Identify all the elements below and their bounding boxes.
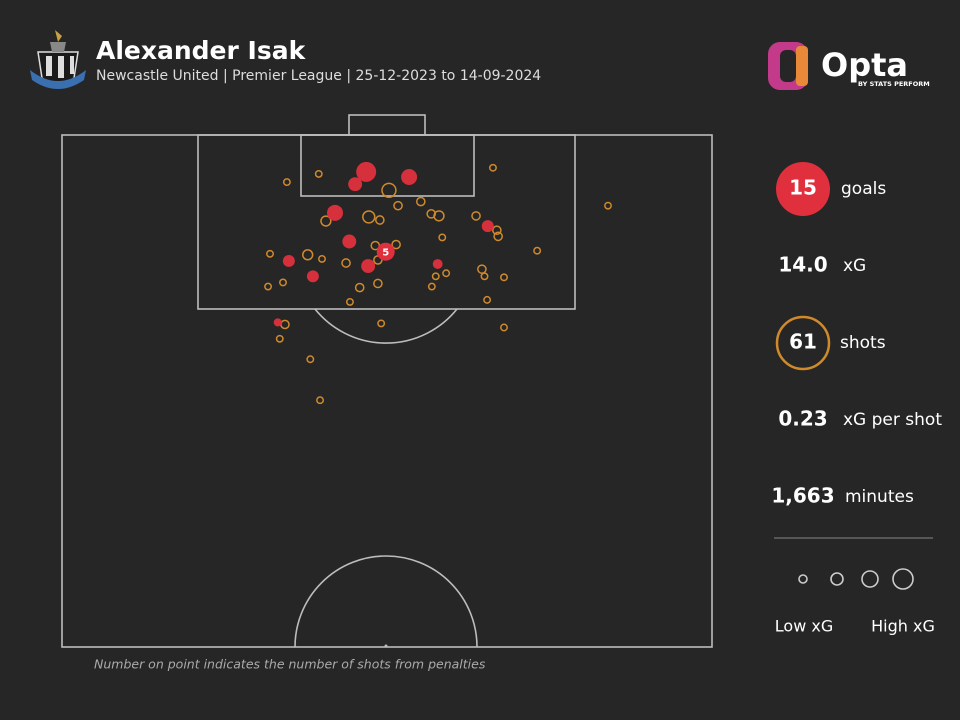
shots-value: 61	[789, 330, 817, 354]
shot-point	[381, 182, 397, 198]
shot-point	[433, 210, 445, 222]
title: Alexander Isak	[96, 36, 307, 65]
shot-point	[354, 282, 365, 293]
goal-point	[432, 259, 443, 269]
brand-name: Opta	[821, 46, 908, 84]
shot-point	[375, 215, 385, 225]
goal-point	[481, 220, 494, 233]
shots-badge	[775, 315, 831, 371]
shot-point	[391, 239, 401, 250]
shot-point	[264, 282, 272, 291]
shot-point	[500, 323, 508, 332]
shot-point	[282, 178, 291, 187]
shot-point	[346, 297, 354, 306]
xg-per-shot-label: xG per shot	[843, 410, 942, 430]
shot-point	[302, 249, 314, 261]
goals-label: goals	[841, 179, 886, 199]
goal-point	[356, 161, 377, 182]
shot-point	[438, 233, 447, 242]
brand-tagline: BY STATS PERFORM	[858, 80, 930, 88]
goal-point	[342, 234, 357, 249]
shot-point	[362, 210, 376, 224]
shot-point	[483, 295, 492, 304]
goal-point	[348, 177, 363, 192]
goal-point	[327, 204, 343, 221]
shot-point	[442, 269, 451, 278]
subtitle: Newcastle United | Premier League | 25-1…	[96, 68, 541, 84]
xg-value: 14.0	[778, 253, 827, 277]
shot-point	[492, 225, 502, 236]
shot-point	[377, 319, 386, 328]
shot-point	[533, 246, 542, 255]
size-legend-low: Low xG	[775, 617, 833, 636]
shot-point	[314, 169, 323, 178]
size-legend-high: High xG	[871, 617, 935, 636]
shot-point	[480, 272, 489, 281]
shot-point	[320, 215, 332, 227]
penalty-count: 5	[382, 248, 389, 259]
size-legend	[798, 568, 914, 590]
shots-label: shots	[840, 333, 886, 353]
goal-point	[282, 254, 295, 267]
shot-point	[275, 334, 284, 343]
shot-point	[604, 201, 612, 210]
shot-point	[493, 231, 503, 242]
brand-logo: Opta BY STATS PERFORM	[768, 42, 930, 90]
xg-per-shot-value: 0.23	[778, 407, 827, 431]
minutes-value: 1,663	[771, 484, 834, 508]
minutes-label: minutes	[845, 487, 914, 507]
shot-point	[500, 273, 508, 282]
shot-point	[266, 249, 274, 258]
footnote: Number on point indicates the number of …	[94, 657, 486, 672]
goal-point	[273, 318, 282, 327]
goals-badge	[776, 162, 830, 216]
shot-point	[427, 282, 436, 291]
pitch	[61, 114, 713, 648]
shot-point	[279, 278, 287, 287]
shot-point	[471, 211, 481, 221]
xg-label: xG	[843, 256, 866, 276]
shot-point	[316, 396, 324, 405]
penalty-point	[376, 242, 395, 261]
shot-point	[431, 272, 440, 281]
shot-point	[373, 278, 383, 289]
club-crest	[30, 30, 86, 89]
shot-point	[415, 196, 426, 207]
shot-point	[393, 200, 403, 211]
shot-point	[477, 264, 487, 274]
shot-point	[318, 254, 326, 263]
goals-value: 15	[789, 176, 817, 200]
shot-point	[341, 258, 351, 268]
shot-point	[489, 163, 497, 172]
goal-point	[401, 168, 418, 185]
shot-point	[306, 355, 315, 364]
goal-point	[306, 270, 319, 283]
goal-point	[361, 259, 376, 274]
